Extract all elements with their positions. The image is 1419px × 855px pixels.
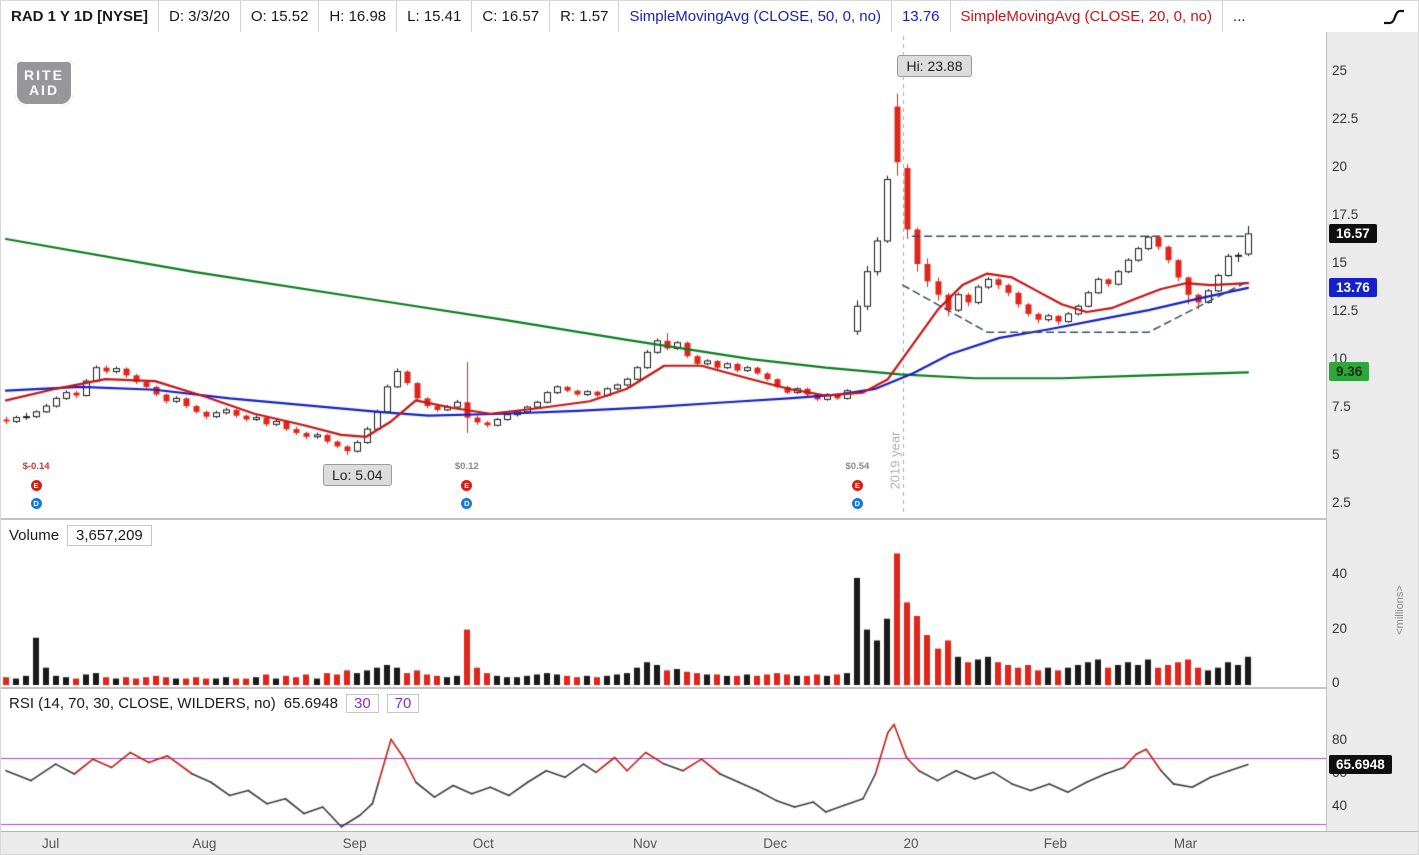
time-axis-month-label: Nov [632, 836, 657, 851]
price-axis-tick: 20 [1332, 159, 1348, 174]
time-axis-month-label: 20 [903, 836, 919, 851]
low-readout: L: 15.41 [397, 1, 473, 32]
close-readout: C: 16.57 [472, 1, 551, 32]
price-axis-tick: 15 [1332, 255, 1348, 270]
rsi-title[interactable]: RSI (14, 70, 30, CLOSE, WILDERS, no) [9, 695, 276, 712]
sma50-value: 13.76 [892, 1, 951, 32]
price-axis-tick: 25 [1332, 63, 1348, 78]
price-axis-tick: 10 [1332, 351, 1348, 366]
price-axis-tick: 17.5 [1332, 207, 1359, 222]
open-readout: O: 15.52 [241, 1, 320, 32]
price-chart-canvas[interactable] [1, 32, 1326, 518]
range-readout: R: 1.57 [550, 1, 620, 32]
line-chart-style-icon[interactable] [1368, 1, 1418, 32]
time-axis-month-label: Mar [1173, 836, 1198, 851]
price-axis-tick: 2.5 [1332, 495, 1351, 510]
volume-axis-tick: 20 [1332, 620, 1348, 636]
price-axis-badge: 9.36 [1329, 362, 1370, 382]
sma50-study-label[interactable]: SimpleMovingAvg (CLOSE, 50, 0, no) [619, 1, 892, 32]
volume-chart-canvas[interactable] [1, 550, 1326, 687]
rsi-overbought-box: 70 [386, 694, 420, 713]
sma20-study-label[interactable]: SimpleMovingAvg (CLOSE, 20, 0, no) [951, 1, 1224, 32]
symbol-label: RAD 1 Y 1D [NYSE] [1, 1, 159, 32]
price-axis-tick: 5 [1332, 447, 1340, 462]
pane-divider[interactable] [1, 687, 1418, 689]
rsi-axis-badge: 65.6948 [1329, 754, 1392, 774]
rsi-chart-canvas[interactable] [1, 718, 1326, 831]
rsi-axis-tick: 40 [1332, 798, 1348, 813]
price-axis-tick: 12.5 [1332, 303, 1359, 318]
header-overflow-ellipsis[interactable]: ... [1233, 8, 1246, 25]
rsi-axis-tick: 80 [1332, 732, 1348, 747]
chart-header: RAD 1 Y 1D [NYSE] D: 3/3/20 O: 15.52 H: … [1, 1, 1418, 33]
volume-axis-tick: 0 [1332, 675, 1340, 690]
price-axis-badge: 13.76 [1329, 277, 1377, 297]
price-axis-tick: 7.5 [1332, 399, 1351, 414]
header-spacer [1256, 1, 1368, 32]
time-axis-month-label: Aug [192, 836, 217, 851]
time-axis-strip[interactable]: Jul Aug Sep Oct Nov Dec 20 Feb Mar [1, 831, 1418, 854]
volume-title: Volume [9, 526, 60, 544]
volume-value-box: 3,657,209 [67, 524, 152, 546]
rsi-value: 65.6948 [283, 695, 339, 712]
price-axis-strip[interactable]: <millions> 25 22.5 20 17.5 15 12.5 10 7.5 5 2.5 40… [1326, 32, 1418, 831]
time-axis-month-label: Feb [1043, 836, 1067, 851]
volume-units-label: <millions> [1394, 585, 1406, 635]
time-axis-month-label: Sep [342, 836, 367, 851]
rsi-oversold-box: 30 [346, 694, 379, 713]
price-axis-tick: 22.5 [1332, 111, 1359, 126]
time-axis-month-label: Dec [763, 836, 788, 851]
time-axis-month-label: Oct [472, 836, 494, 851]
price-axis-badge: 16.57 [1329, 223, 1377, 243]
volume-pane-header: Volume 3,657,209 [1, 520, 1326, 550]
date-readout: D: 3/3/20 [159, 1, 241, 32]
rsi-pane-header: RSI (14, 70, 30, CLOSE, WILDERS, no) 65.… [1, 689, 1326, 718]
pane-divider[interactable] [1, 518, 1418, 520]
volume-axis-tick: 40 [1332, 566, 1348, 582]
time-axis-month-label: Jul [42, 836, 60, 851]
high-readout: H: 16.98 [319, 1, 398, 32]
